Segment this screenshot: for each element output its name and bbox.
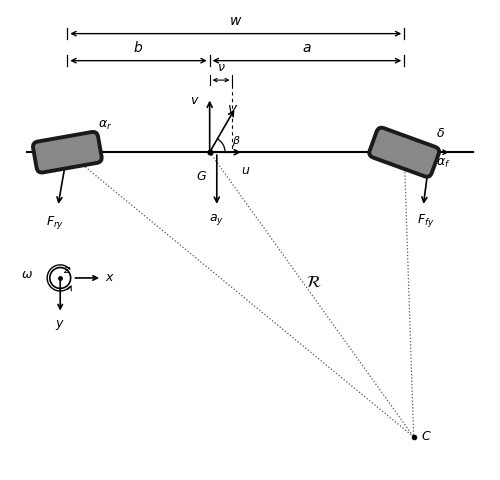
Text: $G$: $G$ <box>196 170 206 183</box>
Text: $z$: $z$ <box>63 265 71 275</box>
Text: $V$: $V$ <box>227 104 238 117</box>
Text: $u$: $u$ <box>241 164 250 177</box>
Text: $b$: $b$ <box>134 40 143 55</box>
Text: $\delta$: $\delta$ <box>436 127 446 140</box>
Text: $F_{fy}$: $F_{fy}$ <box>417 213 434 229</box>
Text: $\omega$: $\omega$ <box>21 268 32 281</box>
Text: $\nu$: $\nu$ <box>216 61 226 74</box>
Text: $\mathcal{R}$: $\mathcal{R}$ <box>306 275 322 291</box>
Text: $a$: $a$ <box>302 41 312 55</box>
Text: $F_{ry}$: $F_{ry}$ <box>46 214 64 231</box>
Text: $y$: $y$ <box>56 318 65 332</box>
FancyBboxPatch shape <box>370 128 439 177</box>
Text: $\alpha_r$: $\alpha_r$ <box>98 119 112 132</box>
Text: $C$: $C$ <box>422 431 432 444</box>
Text: $a_y$: $a_y$ <box>210 212 224 227</box>
Text: $\alpha_f$: $\alpha_f$ <box>436 156 451 169</box>
FancyBboxPatch shape <box>33 132 102 172</box>
Text: $x$: $x$ <box>106 272 115 285</box>
Text: $\beta$: $\beta$ <box>232 134 241 148</box>
Text: $v$: $v$ <box>190 94 199 107</box>
Text: $w$: $w$ <box>229 14 242 28</box>
